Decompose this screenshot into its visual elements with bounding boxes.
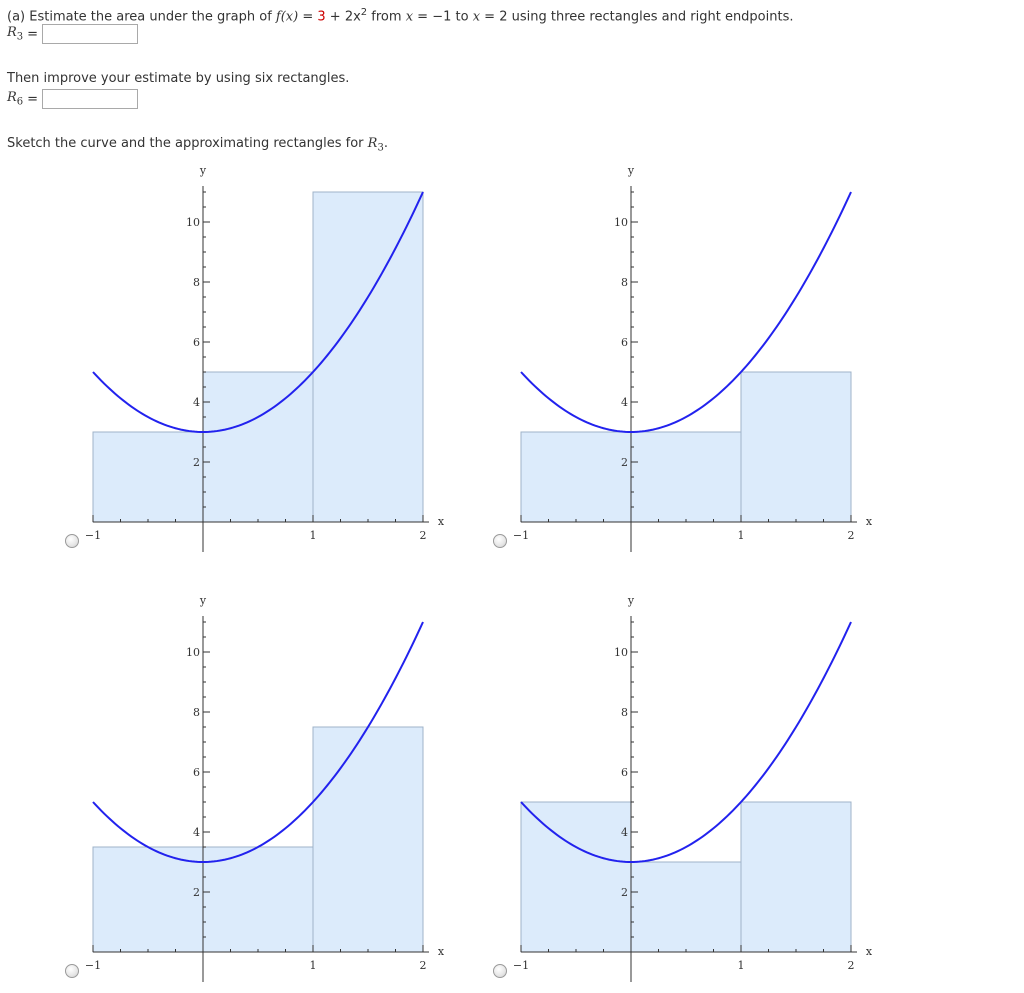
y-axis-label: y xyxy=(199,164,207,177)
x-axis-label: x xyxy=(866,945,873,958)
y-tick-label: 8 xyxy=(621,276,628,289)
y-tick-label: 4 xyxy=(193,826,200,839)
quadratic-term: + 2x xyxy=(325,9,361,25)
x-tick-label: 1 xyxy=(738,959,745,972)
y-tick-label: 6 xyxy=(193,766,200,779)
y-tick-label: 10 xyxy=(186,216,200,229)
y-tick-label: 4 xyxy=(193,396,200,409)
y-tick-label: 6 xyxy=(621,766,628,779)
to-text: to xyxy=(451,9,473,25)
y-tick-label: 6 xyxy=(621,336,628,349)
x-tick-label: 2 xyxy=(420,529,427,542)
sketch-prefix: Sketch the curve and the approximating r… xyxy=(7,136,368,151)
eq-sign-3: = xyxy=(480,9,500,25)
x-axis-label: x xyxy=(438,945,445,958)
x-tick-label: −1 xyxy=(85,529,101,542)
function-curve xyxy=(92,191,424,434)
x-tick-label: −1 xyxy=(513,529,529,542)
r3-eq: = xyxy=(27,26,39,42)
sketch-suffix: . xyxy=(383,136,388,151)
sketch-label: R3 xyxy=(367,136,384,154)
rect-2 xyxy=(202,371,314,523)
option-d-radio[interactable] xyxy=(493,964,507,978)
y-tick-label: 8 xyxy=(621,706,628,719)
x-tick-label: 1 xyxy=(310,529,317,542)
y-tick-label: 10 xyxy=(614,216,628,229)
x-var-start: x xyxy=(405,9,414,25)
improve-text: Then improve your estimate by using six … xyxy=(7,71,350,86)
x-axis-label: x xyxy=(866,515,873,528)
x-tick-label: 1 xyxy=(310,959,317,972)
r3-answer-row: R3 = xyxy=(7,22,139,46)
exponent: 2 xyxy=(360,7,368,18)
function-name: f(x) xyxy=(275,9,299,25)
y-tick-label: 2 xyxy=(193,886,200,899)
function-curve xyxy=(92,621,424,864)
r3-input[interactable] xyxy=(42,24,139,44)
rect-2 xyxy=(630,861,742,953)
x-var-end: x xyxy=(472,9,481,25)
upper-bound: 2 xyxy=(499,9,508,25)
r3-label: R3 xyxy=(7,25,24,43)
y-tick-label: 4 xyxy=(621,396,628,409)
question-part-a: (a) Estimate the area under the graph of… xyxy=(7,4,794,25)
question-prefix: (a) Estimate the area under the graph of xyxy=(7,9,276,25)
constant-term: 3 xyxy=(317,9,326,25)
eq-sign: = xyxy=(298,9,318,25)
r6-answer-row: R6 = xyxy=(7,87,139,111)
function-curve xyxy=(520,621,852,864)
y-axis-label: y xyxy=(199,594,207,607)
y-tick-label: 10 xyxy=(614,646,628,659)
x-tick-label: −1 xyxy=(513,959,529,972)
y-tick-label: 2 xyxy=(193,456,200,469)
y-tick-label: 8 xyxy=(193,276,200,289)
x-axis-label: x xyxy=(438,515,445,528)
function-curve xyxy=(520,191,852,434)
y-tick-label: 10 xyxy=(186,646,200,659)
x-tick-label: −1 xyxy=(85,959,101,972)
rect-3 xyxy=(740,801,852,953)
rect-1 xyxy=(520,801,632,953)
eq-sign-2: = xyxy=(413,9,433,25)
x-tick-label: 2 xyxy=(420,959,427,972)
y-tick-label: 2 xyxy=(621,456,628,469)
r6-label: R6 xyxy=(7,90,24,108)
r6-input[interactable] xyxy=(42,89,139,109)
rect-3 xyxy=(312,191,424,523)
y-axis-label: y xyxy=(627,164,635,177)
from-text: from xyxy=(367,9,406,25)
rect-1 xyxy=(92,431,204,523)
option-b-radio[interactable] xyxy=(493,534,507,548)
y-tick-label: 8 xyxy=(193,706,200,719)
rect-2 xyxy=(312,726,424,953)
sketch-instruction: Sketch the curve and the approximating r… xyxy=(7,135,388,157)
y-tick-label: 2 xyxy=(621,886,628,899)
y-axis-label: y xyxy=(627,594,635,607)
x-tick-label: 1 xyxy=(738,529,745,542)
option-a-radio[interactable] xyxy=(65,534,79,548)
y-tick-label: 6 xyxy=(193,336,200,349)
x-tick-label: 2 xyxy=(848,959,855,972)
x-tick-label: 2 xyxy=(848,529,855,542)
y-tick-label: 4 xyxy=(621,826,628,839)
question-suffix: using three rectangles and right endpoin… xyxy=(507,9,794,25)
rect-2 xyxy=(740,371,852,523)
lower-bound: −1 xyxy=(432,9,452,25)
option-c-radio[interactable] xyxy=(65,964,79,978)
r6-eq: = xyxy=(27,91,39,107)
